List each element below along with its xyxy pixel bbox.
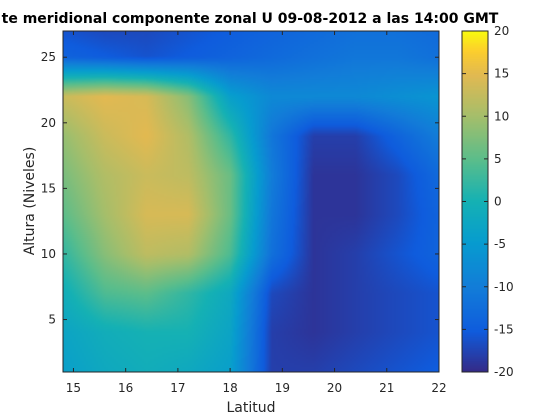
colorbar: 20 15 10 5 0 -5 -10 -15 -20 xyxy=(461,24,514,379)
y-tick-label: 20 xyxy=(41,116,56,130)
colorbar-gradient xyxy=(462,31,488,372)
colorbar-tick-label: 10 xyxy=(494,109,509,123)
colorbar-tick-label: -10 xyxy=(494,280,514,294)
x-tick-label: 15 xyxy=(66,381,81,395)
x-tick-label: 21 xyxy=(379,381,394,395)
colorbar-tick-label: -5 xyxy=(494,237,506,251)
x-tick-label: 16 xyxy=(118,381,133,395)
plot-frame xyxy=(62,30,440,373)
y-axis-label: Altura (Niveles) xyxy=(22,147,38,256)
chart-title: te meridional componente zonal U 09-08-2… xyxy=(2,11,499,27)
x-tick-label: 17 xyxy=(170,381,185,395)
x-axis: 15 16 17 18 19 20 21 22 xyxy=(66,31,447,395)
colorbar-tick-label: 5 xyxy=(494,152,502,166)
heatmap-image xyxy=(63,31,439,372)
y-axis: 5 10 15 20 25 xyxy=(41,50,439,327)
heatmap-area xyxy=(62,30,440,373)
x-axis-label: Latitud xyxy=(226,400,275,416)
y-tick-label: 15 xyxy=(41,181,56,195)
x-tick-label: 19 xyxy=(275,381,290,395)
y-tick-label: 5 xyxy=(48,313,56,327)
x-tick-label: 18 xyxy=(222,381,237,395)
x-tick-label: 20 xyxy=(327,381,342,395)
x-tick-label: 22 xyxy=(431,381,446,395)
colorbar-tick-label: 0 xyxy=(494,195,502,209)
colorbar-tick-label: -20 xyxy=(494,365,514,379)
colorbar-ticks: 20 15 10 5 0 -5 -10 -15 -20 xyxy=(462,24,514,379)
colorbar-tick-label: 20 xyxy=(494,24,509,38)
y-tick-label: 10 xyxy=(41,247,56,261)
colorbar-tick-label: -15 xyxy=(494,322,514,336)
y-tick-label: 25 xyxy=(41,50,56,64)
colorbar-tick-label: 15 xyxy=(494,67,509,81)
